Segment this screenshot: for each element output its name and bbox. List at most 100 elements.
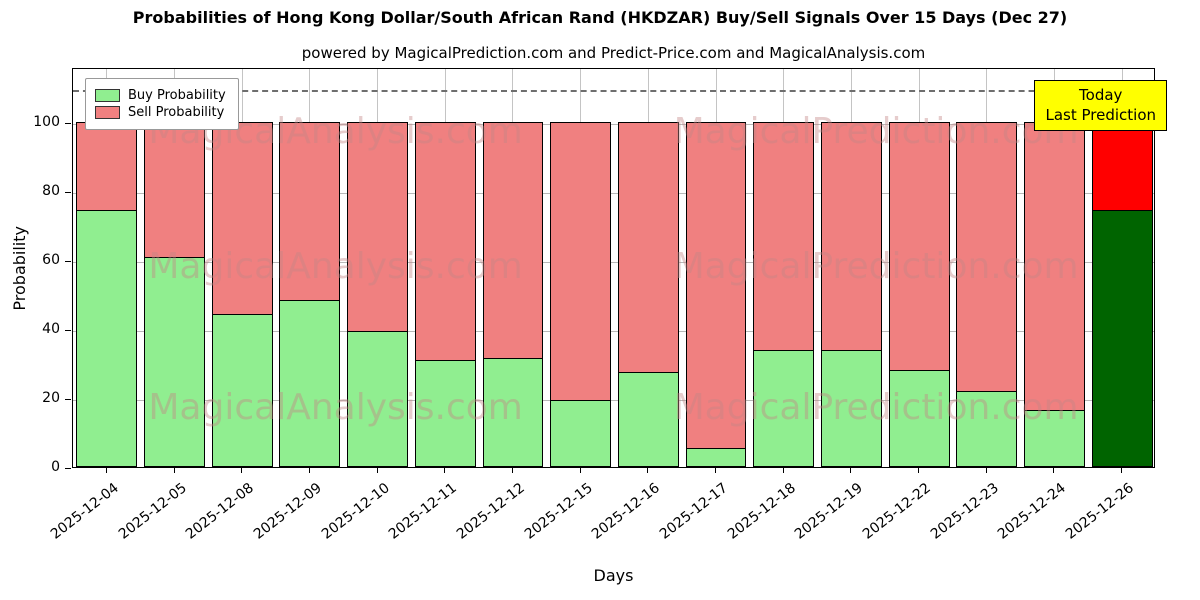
sell-segment [888,122,950,372]
buy-segment [820,349,882,467]
h-gridline [73,192,1154,194]
x-tick-label: 2025-12-19 [792,480,867,543]
x-tick-mark [308,468,310,473]
legend-label-buy: Buy Probability [128,88,226,103]
buy-segment [144,256,205,467]
x-tick-mark [985,468,987,473]
x-tick-mark [782,468,784,473]
x-tick-label: 2025-12-18 [724,480,799,543]
buy-segment [1024,410,1085,467]
sell-segment [414,122,476,362]
y-tick-label: 80 [42,183,60,200]
x-axis: 2025-12-04 2025-12-05 2025-12-08 2025-12-09… [48,468,1155,578]
x-tick-mark [511,468,513,473]
x-tick-mark [918,468,920,473]
x-tick-mark [444,468,446,473]
bar-2025-12-04 [76,122,138,467]
bar-2025-12-17 [685,122,747,467]
h-gridline [73,330,1154,332]
bar-2025-12-05 [144,122,205,467]
sell-segment [617,122,679,374]
x-tick-label: 2025-12-12 [453,480,528,543]
x-tick-mark [1121,468,1123,473]
annotation-line1: Today [1079,86,1123,104]
today-annotation: Today Last Prediction [1034,80,1167,131]
bar-2025-12-19 [820,122,882,467]
sell-segment [1024,122,1085,412]
chart-title: Probabilities of Hong Kong Dollar/South … [132,8,1068,27]
x-tick-mark [105,468,107,473]
buy-segment [753,349,815,467]
buy-segment [550,399,612,467]
sell-segment [1091,122,1153,212]
x-tick-mark [241,468,243,473]
buy-segment [482,358,544,467]
x-tick-label: 2025-12-24 [995,480,1070,543]
x-tick-label: 2025-12-17 [656,480,731,543]
x-tick-mark [715,468,717,473]
x-tick-label: 2025-12-08 [183,480,258,543]
y-tick-mark [65,261,71,263]
sell-segment [347,122,409,332]
bar-2025-12-22 [888,122,950,467]
y-tick-mark [65,192,71,194]
buy-segment [956,391,1018,467]
h-gridline [73,399,1154,401]
x-tick-mark [647,468,649,473]
y-tick-label: 0 [51,459,60,475]
y-tick-mark [65,399,71,401]
y-tick-mark [65,330,71,332]
buy-swatch-icon [95,89,120,102]
buy-segment [685,448,747,467]
sell-swatch-icon [95,106,120,119]
h-gridline [73,261,1154,263]
buy-segment [888,370,950,467]
x-tick-mark [173,468,175,473]
buy-segment [617,372,679,467]
buy-segment [279,299,341,467]
sell-segment [144,122,205,258]
x-tick-label: 2025-12-23 [927,480,1002,543]
sell-segment [482,122,544,360]
sell-segment [753,122,815,351]
buy-segment [1091,210,1153,467]
x-tick-mark [1053,468,1055,473]
sell-segment [76,122,138,212]
bar-2025-12-08 [211,122,273,467]
y-axis: 0 20 40 60 80 100 [0,68,71,475]
legend-label-sell: Sell Probability [128,105,225,120]
sell-segment [550,122,612,401]
sell-segment [820,122,882,351]
x-tick-label: 2025-12-09 [250,480,325,543]
y-tick-label: 40 [42,321,60,338]
sell-segment [279,122,341,301]
y-tick-label: 20 [42,390,60,407]
x-tick-label: 2025-12-04 [47,480,122,543]
x-tick-label: 2025-12-05 [115,480,190,543]
bar-2025-12-12 [482,122,544,467]
y-tick-label: 100 [33,114,60,131]
x-tick-mark [579,468,581,473]
x-tick-label: 2025-12-10 [318,480,393,543]
x-tick-label: 2025-12-16 [589,480,664,543]
buy-segment [347,330,409,467]
bar-2025-12-10 [347,122,409,467]
bar-2025-12-15 [550,122,612,467]
buy-segment [76,210,138,467]
bar-2025-12-11 [414,122,476,467]
buy-segment [414,360,476,467]
x-tick-mark [850,468,852,473]
bar-2025-12-24 [1024,122,1085,467]
bar-2025-12-18 [753,122,815,467]
legend: Buy Probability Sell Probability [85,78,239,130]
sell-segment [211,122,273,315]
annotation-line2: Last Prediction [1045,106,1156,125]
x-tick-label: 2025-12-15 [521,480,596,543]
buy-segment [211,313,273,467]
sell-segment [685,122,747,450]
x-axis-label: Days [593,566,634,585]
x-tick-label: 2025-12-11 [386,480,461,543]
plot-area: MagicalAnalysis.com MagicalPrediction.com… [72,68,1167,468]
y-tick-label: 60 [42,252,60,269]
